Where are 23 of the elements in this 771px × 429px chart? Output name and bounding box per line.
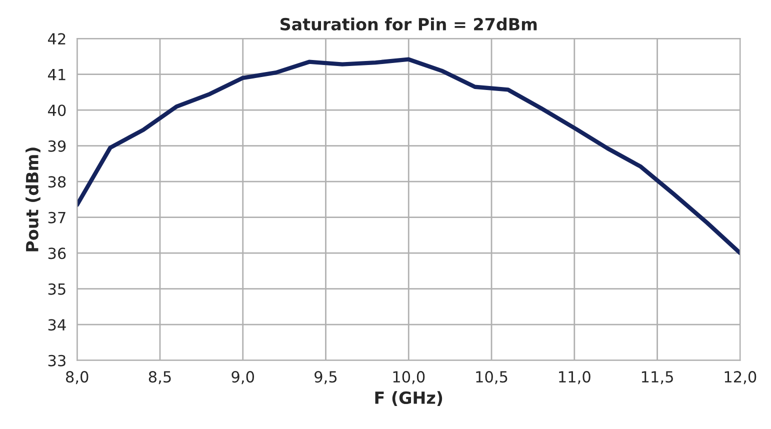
x-tick-label: 8,0: [66, 371, 88, 384]
y-tick-label: 35: [48, 283, 66, 295]
x-tick-label: 12,0: [724, 371, 756, 384]
y-tick-label: 37: [48, 212, 66, 224]
y-tick-label: 39: [48, 140, 66, 152]
x-tick-label: 11,5: [642, 371, 673, 384]
x-tick-label: 9,0: [232, 371, 254, 384]
y-tick-label: 36: [48, 248, 66, 260]
y-tick-label: 34: [48, 319, 66, 331]
y-tick-label: 40: [48, 104, 66, 116]
y-tick-label: 41: [48, 69, 66, 80]
y-tick-label: 38: [48, 176, 66, 188]
x-axis-title: F (GHz): [375, 391, 442, 406]
x-tick-label: 11,0: [559, 371, 590, 384]
y-tick-label: 33: [48, 354, 66, 366]
y-axis-title: Pout (dBm): [26, 148, 40, 252]
x-tick-label: 10,0: [393, 371, 425, 384]
line-series: [77, 57, 740, 256]
chart-title: Saturation for Pin = 27dBm: [280, 18, 537, 31]
x-tick-label: 8,5: [148, 371, 171, 384]
x-tick-label: 9,5: [314, 371, 337, 384]
x-tick-label: 10,5: [476, 371, 508, 384]
y-tick-label: 42: [48, 33, 66, 44]
